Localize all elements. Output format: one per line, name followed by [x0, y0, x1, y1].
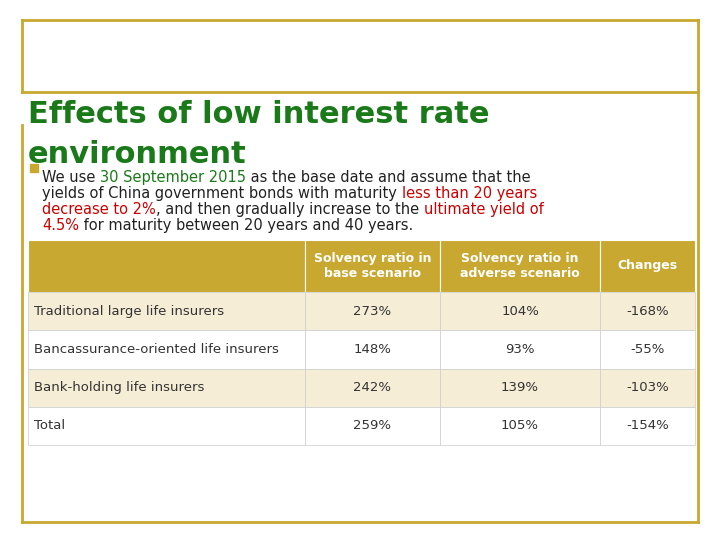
Bar	[30, 164, 38, 172]
Text: 242%: 242%	[354, 381, 392, 394]
Text: 4.5%: 4.5%	[42, 218, 79, 233]
Text: 259%: 259%	[354, 420, 392, 433]
Bar	[440, 407, 600, 445]
Bar	[305, 292, 440, 330]
Bar	[28, 240, 305, 292]
Bar	[440, 292, 600, 330]
Text: less than 20 years: less than 20 years	[402, 186, 536, 201]
Bar	[600, 330, 695, 368]
Bar	[440, 368, 600, 407]
Bar	[600, 240, 695, 292]
Bar	[28, 330, 305, 368]
Bar	[600, 292, 695, 330]
Text: Total: Total	[34, 420, 65, 433]
Text: , and then gradually increase to the: , and then gradually increase to the	[156, 202, 423, 217]
Text: 148%: 148%	[354, 343, 392, 356]
Bar	[600, 368, 695, 407]
Text: 104%: 104%	[501, 305, 539, 318]
Bar	[305, 368, 440, 407]
Text: Bancassurance-oriented life insurers: Bancassurance-oriented life insurers	[34, 343, 279, 356]
Text: Effects of low interest rate: Effects of low interest rate	[28, 100, 490, 129]
Text: 105%: 105%	[501, 420, 539, 433]
Text: 273%: 273%	[354, 305, 392, 318]
Text: yields of China government bonds with maturity: yields of China government bonds with ma…	[42, 186, 402, 201]
Text: 30 September 2015: 30 September 2015	[100, 170, 246, 185]
Text: We use: We use	[42, 170, 100, 185]
Text: -103%: -103%	[626, 381, 669, 394]
Bar	[28, 407, 305, 445]
Bar	[28, 292, 305, 330]
Text: Solvency ratio in
base scenario: Solvency ratio in base scenario	[314, 252, 431, 280]
Text: decrease to 2%: decrease to 2%	[42, 202, 156, 217]
Text: -168%: -168%	[626, 305, 669, 318]
Text: ultimate yield of: ultimate yield of	[423, 202, 544, 217]
Text: 139%: 139%	[501, 381, 539, 394]
Text: Solvency ratio in
adverse scenario: Solvency ratio in adverse scenario	[460, 252, 580, 280]
Bar	[305, 330, 440, 368]
Text: Changes: Changes	[618, 260, 678, 273]
Bar	[440, 240, 600, 292]
Bar	[600, 407, 695, 445]
Bar	[440, 330, 600, 368]
Text: Bank-holding life insurers: Bank-holding life insurers	[34, 381, 204, 394]
Text: as the base date and assume that the: as the base date and assume that the	[246, 170, 531, 185]
Text: -154%: -154%	[626, 420, 669, 433]
Text: -55%: -55%	[631, 343, 665, 356]
Bar	[305, 240, 440, 292]
Text: environment: environment	[28, 140, 247, 169]
Bar	[305, 407, 440, 445]
Bar	[28, 368, 305, 407]
Text: 93%: 93%	[505, 343, 535, 356]
Text: for maturity between 20 years and 40 years.: for maturity between 20 years and 40 yea…	[79, 218, 413, 233]
Text: Traditional large life insurers: Traditional large life insurers	[34, 305, 224, 318]
